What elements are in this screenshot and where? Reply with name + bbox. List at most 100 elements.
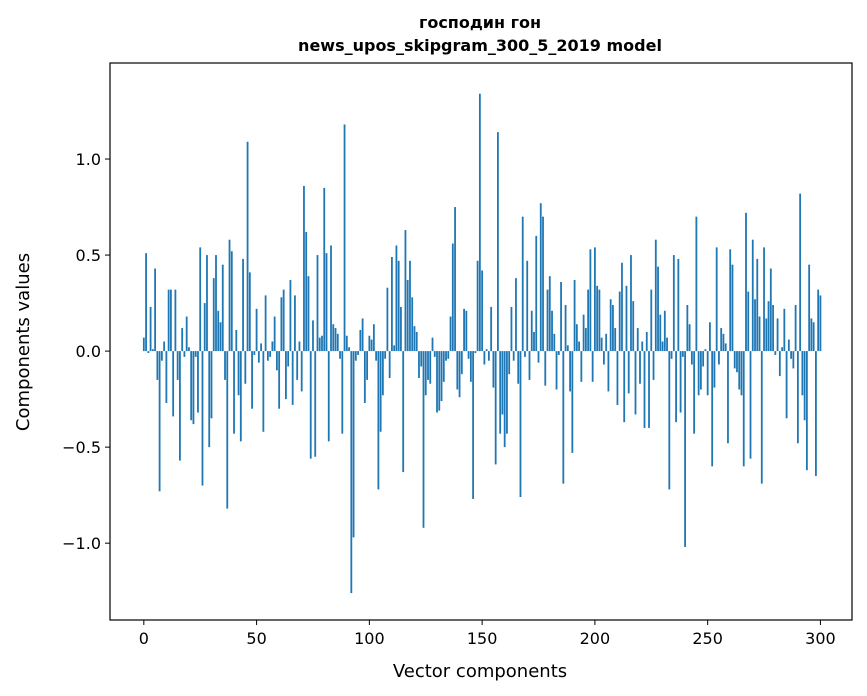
bar	[287, 351, 290, 367]
y-tick-label: 1.0	[76, 150, 101, 169]
bar	[605, 333, 608, 352]
bar	[397, 260, 400, 352]
bar	[803, 351, 806, 421]
bar	[670, 351, 673, 359]
bar	[400, 306, 402, 352]
bar	[776, 318, 779, 352]
bar	[445, 351, 447, 361]
bar	[659, 314, 662, 352]
bar	[501, 351, 504, 415]
bar	[634, 351, 637, 415]
bar	[381, 351, 384, 396]
bar	[684, 351, 686, 548]
bar	[535, 235, 538, 352]
bar	[366, 351, 368, 380]
bar	[391, 256, 393, 352]
bar	[422, 351, 425, 528]
bar	[564, 305, 567, 352]
bar	[393, 345, 396, 352]
bar	[756, 258, 759, 352]
bar	[386, 287, 389, 352]
bar	[217, 310, 220, 352]
bar	[469, 351, 472, 382]
bar	[215, 255, 217, 352]
bar	[318, 337, 321, 352]
bar	[627, 351, 630, 394]
bar	[368, 335, 371, 352]
bar	[248, 272, 251, 352]
bar	[221, 264, 224, 352]
bar	[307, 276, 310, 352]
bar	[727, 351, 729, 444]
bar	[801, 351, 804, 396]
bar	[183, 351, 186, 357]
bar	[589, 249, 592, 352]
bar	[359, 329, 362, 352]
bar	[476, 260, 479, 352]
bar	[704, 349, 707, 352]
bars-group	[142, 93, 822, 594]
bar	[420, 351, 423, 367]
bar	[677, 258, 680, 352]
bar	[235, 329, 238, 352]
bar	[424, 351, 427, 396]
bar	[686, 305, 689, 352]
bar	[533, 331, 535, 352]
bar	[720, 328, 723, 352]
bar	[433, 351, 436, 357]
bar	[584, 328, 587, 352]
bar	[427, 351, 429, 380]
bar	[517, 351, 520, 384]
bar	[442, 351, 445, 382]
bar	[796, 351, 799, 444]
bar	[323, 187, 326, 352]
bar	[179, 351, 181, 461]
bar	[158, 351, 161, 492]
bar	[327, 351, 330, 442]
bar	[591, 351, 594, 382]
bar	[440, 351, 443, 402]
bar	[506, 351, 508, 434]
y-axis-ticks: −1.0 −0.5 0.0 0.5 1.0	[62, 150, 110, 553]
bar	[239, 351, 242, 442]
bar	[483, 351, 486, 365]
bar	[262, 351, 265, 432]
bar	[210, 351, 213, 419]
bar	[266, 351, 269, 361]
bar	[778, 351, 781, 377]
bar	[790, 351, 792, 359]
bar	[174, 289, 177, 352]
bar	[749, 351, 752, 459]
bar	[688, 324, 691, 352]
bar	[738, 351, 741, 390]
bar	[571, 351, 574, 453]
x-tick-label: 100	[354, 629, 385, 648]
bar	[341, 351, 344, 434]
bar	[754, 299, 756, 352]
bar	[436, 351, 438, 413]
bar	[625, 285, 628, 352]
bar	[273, 316, 276, 352]
bar	[289, 280, 292, 352]
bar	[799, 193, 802, 352]
x-tick-label: 50	[246, 629, 266, 648]
x-tick-label: 300	[805, 629, 836, 648]
bar	[352, 351, 355, 538]
bar	[253, 351, 256, 355]
bar	[379, 351, 382, 432]
bar	[176, 351, 179, 380]
bar	[375, 351, 378, 361]
bar	[661, 341, 664, 352]
bar	[181, 328, 184, 352]
bar	[783, 308, 786, 352]
bar	[402, 351, 405, 473]
bar	[172, 351, 175, 417]
bar	[747, 291, 750, 352]
bar	[702, 351, 705, 367]
bar	[465, 310, 468, 352]
bar	[384, 351, 387, 359]
bar	[485, 349, 488, 352]
plot-area-frame	[109, 62, 853, 621]
bar	[363, 351, 366, 403]
bar	[508, 351, 511, 375]
